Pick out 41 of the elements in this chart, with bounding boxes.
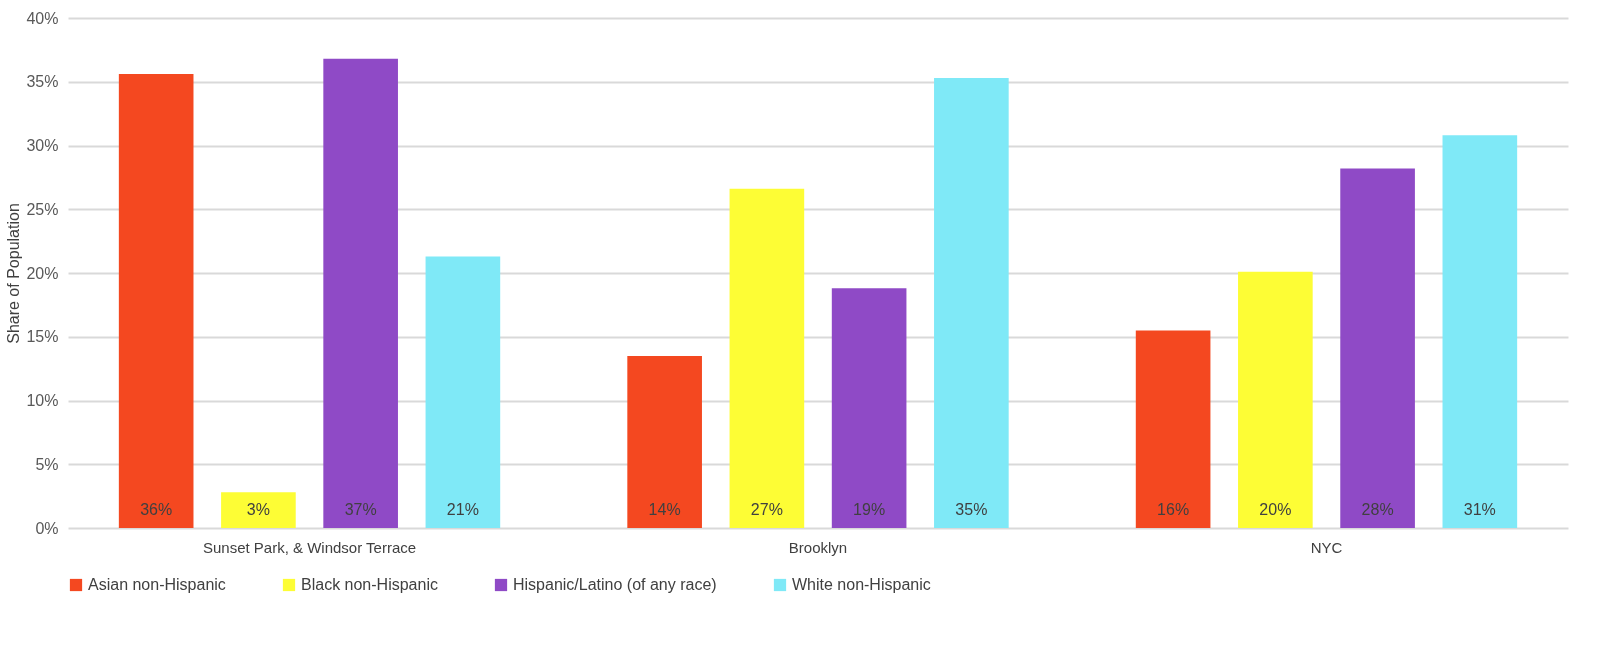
data-label: 31% [1463,501,1496,518]
y-tick-label: 15% [26,328,59,346]
y-tick-label: 40% [26,9,59,27]
y-tick-label: 25% [26,200,59,218]
bar [1238,271,1313,528]
data-label: 28% [1361,501,1394,518]
bar [221,492,296,528]
bar [627,355,702,528]
legend-label: White non-Hispanic [792,576,931,593]
data-label: 16% [1157,501,1190,518]
bar [934,77,1009,528]
bar [1340,168,1415,528]
bar [1442,135,1518,528]
bar [323,58,398,528]
legend-label: Hispanic/Latino (of any race) [513,576,717,593]
y-tick-label: 35% [26,73,59,91]
bar [831,288,907,528]
data-label: 19% [853,501,886,518]
y-axis-title: Share of Population [5,203,23,344]
data-label: 36% [140,501,173,518]
data-label: 14% [648,501,681,518]
bar [425,256,501,528]
x-tick-label: NYC [1310,538,1343,556]
x-tick-label: Sunset Park, & Windsor Terrace [202,538,417,556]
y-tick-label: 30% [26,137,59,154]
data-label: 35% [955,501,988,518]
y-tick-label: 0% [35,519,59,537]
data-label: 3% [246,501,270,518]
data-label: 37% [344,501,377,518]
bar [729,188,805,528]
y-tick-label: 5% [35,455,59,473]
data-label: 27% [750,501,783,518]
y-tick-label: 10% [26,392,59,409]
bar [1135,330,1211,528]
data-label: 21% [446,501,479,518]
data-label: 20% [1259,501,1292,518]
legend-label: Asian non-Hispanic [88,576,226,593]
bar [118,74,194,528]
x-tick-label: Brooklyn [788,538,848,556]
y-tick-label: 20% [26,264,59,282]
legend-label: Black non-Hispanic [301,576,438,593]
